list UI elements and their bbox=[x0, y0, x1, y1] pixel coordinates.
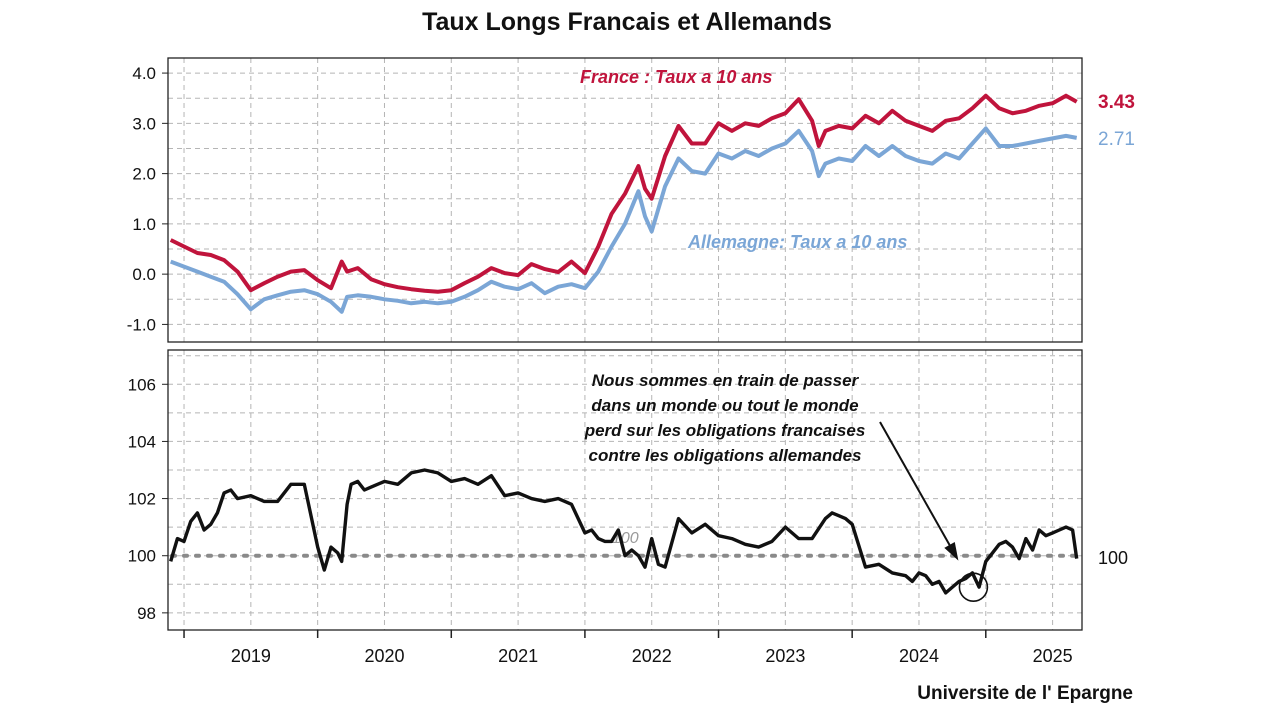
rates-y-tick-label: 4.0 bbox=[132, 64, 156, 83]
france-10y-line bbox=[169, 93, 1078, 294]
annotation-line: dans un monde ou tout le monde bbox=[591, 396, 858, 415]
germany-last-value: 2.71 bbox=[1098, 129, 1135, 150]
ratio-y-tick-label: 100 bbox=[128, 547, 156, 566]
ratio-panel-frame bbox=[167, 349, 1083, 631]
france-last-value: 3.43 bbox=[1098, 92, 1135, 113]
x-tick-label: 2023 bbox=[765, 646, 805, 666]
ratio-panel: 98 100 102 104 106 100 100 Nous sommes en tr… bbox=[128, 349, 1128, 631]
rates-panel-frame bbox=[167, 57, 1083, 343]
ratio-y-tick-label: 106 bbox=[128, 375, 156, 394]
rates-panel: -1.0 0.0 1.0 2.0 3.0 4.0 France : Taux a 10 a… bbox=[127, 57, 1135, 343]
annotation-line: contre les obligations allemandes bbox=[588, 446, 861, 465]
chart-title: Taux Longs Francais et Allemands bbox=[422, 8, 832, 36]
rates-y-tick-label: 2.0 bbox=[132, 165, 156, 184]
rates-y-axis: -1.0 0.0 1.0 2.0 3.0 4.0 bbox=[127, 64, 168, 334]
x-tick-label: 2022 bbox=[632, 646, 672, 666]
annotation-text: Nous sommes en train de passer dans un mo… bbox=[584, 371, 866, 465]
ratio-y-tick-label: 104 bbox=[128, 432, 156, 451]
germany-series-label: Allemagne: Taux a 10 ans bbox=[687, 232, 907, 252]
rates-y-tick-label: 1.0 bbox=[132, 215, 156, 234]
annotation-line: Nous sommes en train de passer bbox=[592, 371, 860, 390]
rates-y-tick-label: 3.0 bbox=[132, 114, 156, 133]
x-tick-label: 2025 bbox=[1033, 646, 1073, 666]
annotation-circle bbox=[958, 572, 989, 602]
x-tick-label: 2019 bbox=[231, 646, 271, 666]
annotation-line: perd sur les obligations francaises bbox=[584, 421, 866, 440]
annotation-arrow bbox=[879, 421, 958, 558]
ratio-y-tick-label: 98 bbox=[137, 604, 156, 623]
rates-y-tick-label: 0.0 bbox=[132, 265, 156, 284]
x-tick-label: 2020 bbox=[364, 646, 404, 666]
rates-y-tick-label: -1.0 bbox=[127, 315, 156, 334]
source-credit: Universite de l' Epargne bbox=[917, 683, 1133, 704]
reference-100-label: 100 bbox=[1098, 548, 1128, 568]
x-tick-label: 2021 bbox=[498, 646, 538, 666]
ratio-y-tick-label: 102 bbox=[128, 490, 156, 509]
germany-10y-line bbox=[169, 126, 1078, 314]
time-axis: 2019 2020 2021 2022 2023 2024 2025 bbox=[183, 630, 1073, 666]
spread-index-line bbox=[169, 468, 1079, 595]
ratio-y-axis: 98 100 102 104 106 bbox=[128, 375, 168, 623]
x-tick-label: 2024 bbox=[899, 646, 939, 666]
france-series-label: France : Taux a 10 ans bbox=[580, 67, 772, 87]
annotation-arrowhead bbox=[944, 542, 959, 561]
rates-gridlines bbox=[168, 58, 1082, 342]
